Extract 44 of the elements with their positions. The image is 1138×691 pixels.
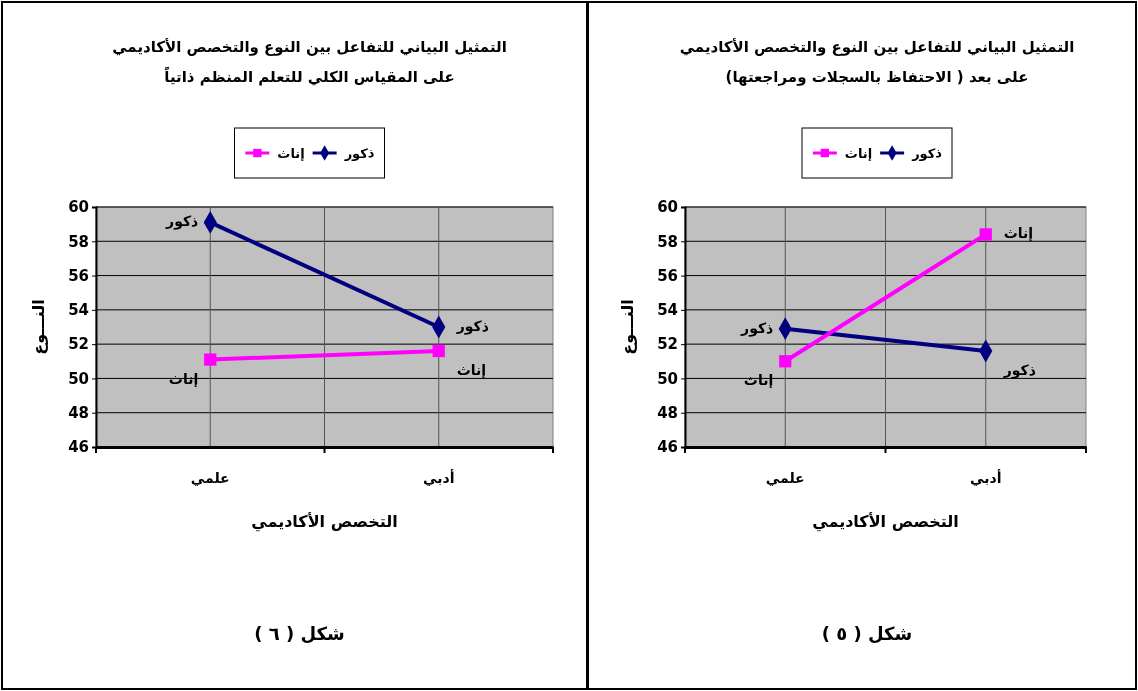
text: ذكور [741,319,774,336]
text: ذكور [166,213,199,230]
y-tick-label: 56 [68,266,89,285]
y-tick-label: 48 [68,404,89,423]
y-tick-label: 52 [657,335,678,354]
text: شكل ( ٥ ) [821,623,913,644]
chart-title: التمثيل البياني للتفاعل بين النوع والتخصص الأكاديمي [112,38,507,56]
text: شكل ( ٦ ) [254,623,345,644]
text: إناث [456,362,487,378]
chart-title: التمثيل البياني للتفاعل بين النوع والتخصص الأكاديمي [679,38,1075,56]
x-axis-title: التخصص الأكاديمي [251,512,398,532]
point [432,344,445,358]
y-tick-label: 52 [68,335,89,354]
legend-label: ذكور [343,146,375,161]
y-tick-label: 54 [657,301,678,320]
y-axis-title: النـــوع [29,299,48,355]
x-axis-title: التخصص الأكاديمي [812,512,959,532]
chart-subtitle: على المقياس الكلي للتعلم المنظم ذاتياً [164,65,455,86]
x-tick-label: أدبي [970,468,1002,487]
x-tick-label: علمي [765,469,805,487]
text: إناث [1003,225,1034,242]
legend-label: إناث [277,146,305,161]
y-tick-label: 54 [68,301,89,320]
y-tick-label: 58 [657,232,678,251]
y-axis-title: النـــوع [618,299,637,355]
x-tick-label: أدبي [423,468,455,487]
point [204,353,217,366]
y-tick-label: 60 [68,198,89,217]
y-tick-label: 50 [68,369,89,388]
y-tick-label: 58 [68,232,89,251]
legend-label: ذكور [911,146,943,161]
y-tick-label: 46 [657,438,678,457]
legend-label: إناث [844,146,873,161]
x-tick-label: علمي [190,469,230,487]
chart-subtitle: على بعد ( الاحتفاظ بالسجلات ومراجعتها) [725,68,1029,86]
text: ذكور [1003,362,1036,378]
text: ذكور [456,318,489,334]
point [979,228,992,241]
y-tick-label: 46 [68,438,89,457]
y-tick-label: 50 [657,369,678,388]
point [779,355,792,368]
y-tick-label: 48 [657,404,678,423]
y-tick-label: 56 [657,266,678,285]
y-tick-label: 60 [657,198,678,217]
